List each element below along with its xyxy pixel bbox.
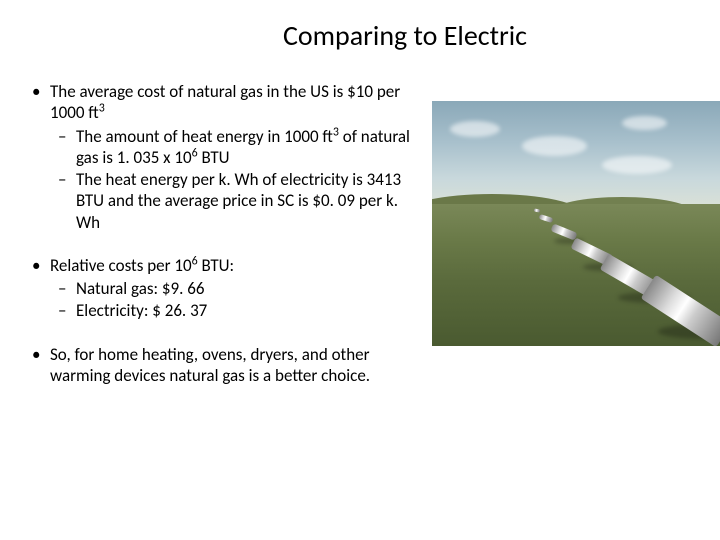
cloud-icon <box>622 116 667 130</box>
bullet-2-pre: Relative costs per 10 <box>50 255 192 276</box>
bullet-3: So, for home heating, ovens, dryers, and… <box>24 344 424 387</box>
b1s1-pre: The amount of heat energy in 1000 ft <box>76 126 333 147</box>
slide-container: Comparing to Electric The average cost o… <box>0 0 720 540</box>
bullet-2-sub-2: Electricity: $ 26. 37 <box>50 300 424 321</box>
bullet-2: Relative costs per 106 BTU: Natural gas:… <box>24 255 424 322</box>
b1s1-post: BTU <box>198 147 230 168</box>
bullet-list: The average cost of natural gas in the U… <box>24 81 424 386</box>
cloud-icon <box>450 121 500 137</box>
text-column: The average cost of natural gas in the U… <box>24 81 424 408</box>
cloud-icon <box>602 156 672 174</box>
image-column <box>432 81 720 408</box>
bullet-2-post: BTU: <box>198 255 234 276</box>
bullet-2-sub-1: Natural gas: $9. 66 <box>50 278 424 299</box>
bullet-1-sublist: The amount of heat energy in 1000 ft3 of… <box>50 126 424 233</box>
bullet-2-sublist: Natural gas: $9. 66 Electricity: $ 26. 3… <box>50 278 424 322</box>
cloud-icon <box>522 136 587 156</box>
bullet-1-sup: 3 <box>99 102 105 116</box>
pipeline-image <box>432 101 720 346</box>
bullet-1-sub-2: The heat energy per k. Wh of electricity… <box>50 169 424 233</box>
slide-title: Comparing to Electric <box>114 18 696 53</box>
content-row: The average cost of natural gas in the U… <box>24 81 696 408</box>
bullet-1: The average cost of natural gas in the U… <box>24 81 424 233</box>
bullet-1-sub-1: The amount of heat energy in 1000 ft3 of… <box>50 126 424 169</box>
